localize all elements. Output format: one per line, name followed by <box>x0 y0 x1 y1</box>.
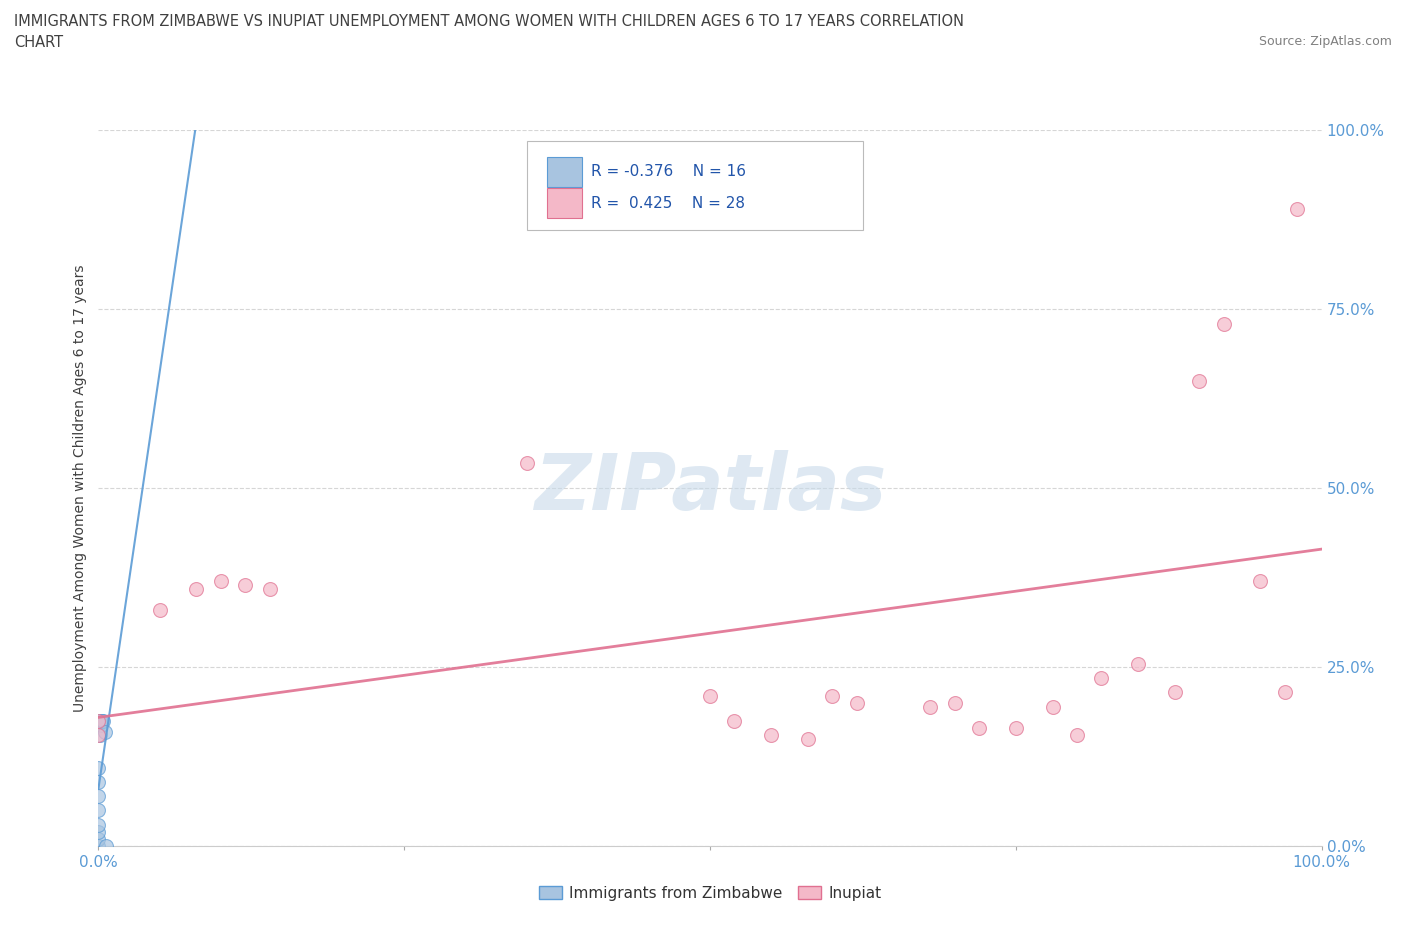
Y-axis label: Unemployment Among Women with Children Ages 6 to 17 years: Unemployment Among Women with Children A… <box>73 264 87 712</box>
Point <box>209 574 232 589</box>
Text: ZIPatlas: ZIPatlas <box>534 450 886 526</box>
Point <box>87 713 110 728</box>
Point <box>87 817 110 832</box>
Text: R =  0.425    N = 28: R = 0.425 N = 28 <box>592 195 745 211</box>
Point <box>1249 574 1271 589</box>
Point <box>920 699 942 714</box>
Point <box>1212 316 1234 331</box>
Point <box>90 717 112 732</box>
Point <box>723 713 745 728</box>
Point <box>87 775 110 790</box>
Point <box>1188 374 1211 389</box>
Point <box>233 578 256 592</box>
Legend: Immigrants from Zimbabwe, Inupiat: Immigrants from Zimbabwe, Inupiat <box>533 880 887 907</box>
Point <box>761 728 783 743</box>
Point <box>87 825 110 840</box>
Text: CHART: CHART <box>14 35 63 50</box>
Point <box>699 688 721 703</box>
Point <box>1004 721 1026 736</box>
Point <box>87 760 110 775</box>
Point <box>967 721 990 736</box>
Point <box>1090 671 1112 685</box>
Point <box>91 713 114 728</box>
Bar <box>547 156 582 187</box>
Point <box>845 696 868 711</box>
Point <box>149 603 172 618</box>
Point <box>93 724 115 739</box>
Point <box>821 688 844 703</box>
Text: Source: ZipAtlas.com: Source: ZipAtlas.com <box>1258 35 1392 48</box>
Point <box>259 581 281 596</box>
Point <box>1286 202 1309 217</box>
Point <box>87 839 110 854</box>
Point <box>87 804 110 818</box>
Point <box>1066 728 1088 743</box>
Point <box>1128 657 1150 671</box>
Point <box>94 839 117 854</box>
Point <box>797 731 820 746</box>
Point <box>87 789 110 804</box>
Point <box>89 713 111 728</box>
Bar <box>547 188 582 219</box>
FancyBboxPatch shape <box>526 141 863 231</box>
Point <box>1164 684 1187 699</box>
Point <box>515 456 537 471</box>
Text: R = -0.376    N = 16: R = -0.376 N = 16 <box>592 165 747 179</box>
Point <box>91 713 114 728</box>
Point <box>89 728 111 743</box>
Point <box>87 728 110 743</box>
Point <box>186 581 208 596</box>
Text: IMMIGRANTS FROM ZIMBABWE VS INUPIAT UNEMPLOYMENT AMONG WOMEN WITH CHILDREN AGES : IMMIGRANTS FROM ZIMBABWE VS INUPIAT UNEM… <box>14 14 965 29</box>
Point <box>90 713 112 728</box>
Point <box>943 696 966 711</box>
Point <box>87 831 110 846</box>
Point <box>1042 699 1064 714</box>
Point <box>1274 684 1296 699</box>
